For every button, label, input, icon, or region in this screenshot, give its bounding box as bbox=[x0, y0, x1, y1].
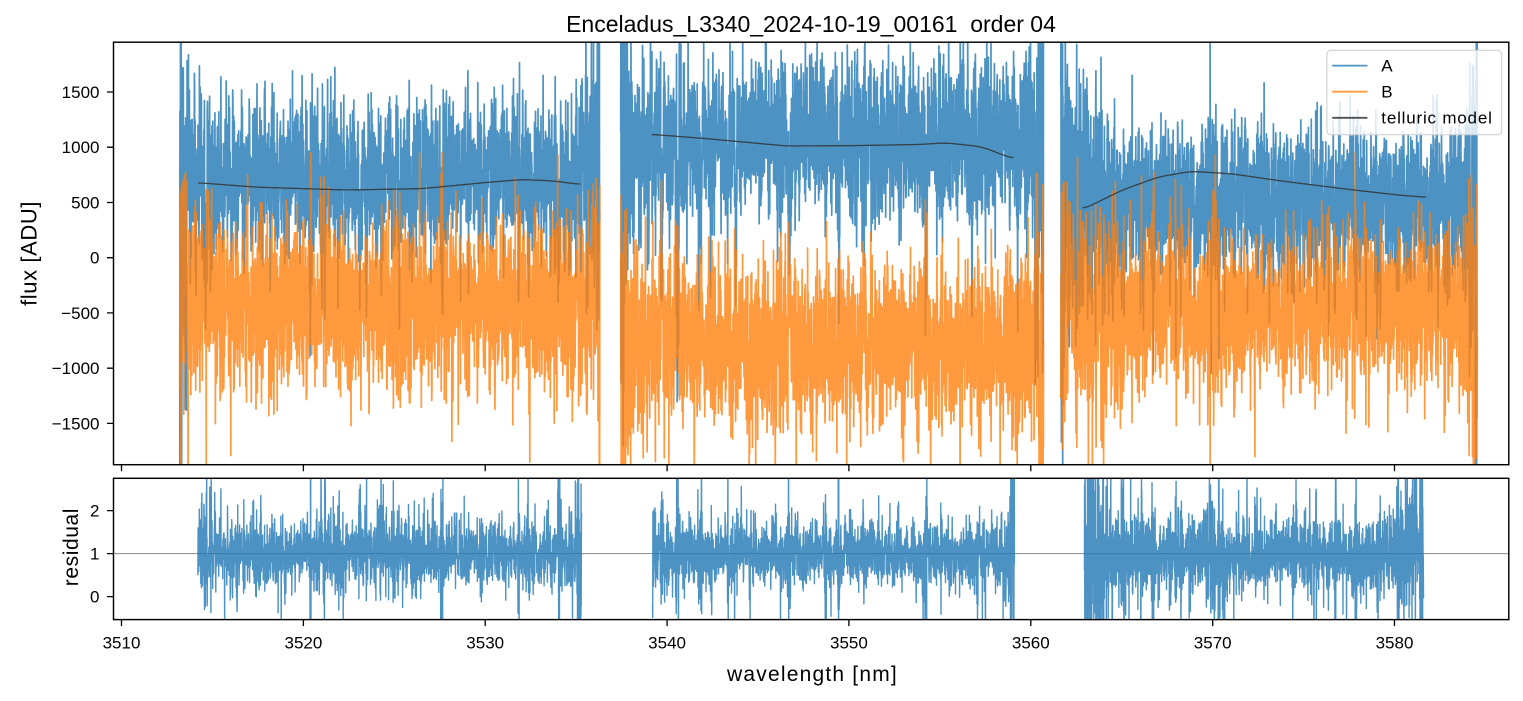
svg-text:0: 0 bbox=[90, 588, 99, 607]
svg-text:A: A bbox=[1381, 57, 1393, 76]
svg-text:3580: 3580 bbox=[1376, 634, 1414, 653]
svg-text:−500: −500 bbox=[61, 304, 99, 323]
svg-text:3510: 3510 bbox=[103, 634, 141, 653]
svg-text:1000: 1000 bbox=[62, 138, 100, 157]
svg-text:3560: 3560 bbox=[1012, 634, 1050, 653]
svg-text:wavelength [nm]: wavelength [nm] bbox=[726, 663, 898, 686]
svg-text:residual: residual bbox=[60, 508, 83, 586]
svg-text:flux [ADU]: flux [ADU] bbox=[17, 201, 42, 306]
svg-text:3530: 3530 bbox=[466, 634, 504, 653]
svg-text:Enceladus_L3340_2024-10-19_001: Enceladus_L3340_2024-10-19_00161 order 0… bbox=[566, 11, 1056, 37]
svg-text:−1000: −1000 bbox=[52, 359, 100, 378]
svg-text:500: 500 bbox=[71, 194, 99, 213]
svg-text:3550: 3550 bbox=[830, 634, 868, 653]
svg-text:3540: 3540 bbox=[648, 634, 686, 653]
svg-text:telluric model: telluric model bbox=[1381, 109, 1492, 128]
svg-text:1: 1 bbox=[90, 545, 99, 564]
svg-text:1500: 1500 bbox=[62, 83, 100, 102]
svg-text:−1500: −1500 bbox=[52, 414, 100, 433]
svg-text:3520: 3520 bbox=[284, 634, 322, 653]
svg-text:B: B bbox=[1381, 83, 1393, 102]
svg-text:2: 2 bbox=[90, 502, 99, 521]
svg-text:3570: 3570 bbox=[1194, 634, 1232, 653]
svg-text:0: 0 bbox=[90, 249, 99, 268]
